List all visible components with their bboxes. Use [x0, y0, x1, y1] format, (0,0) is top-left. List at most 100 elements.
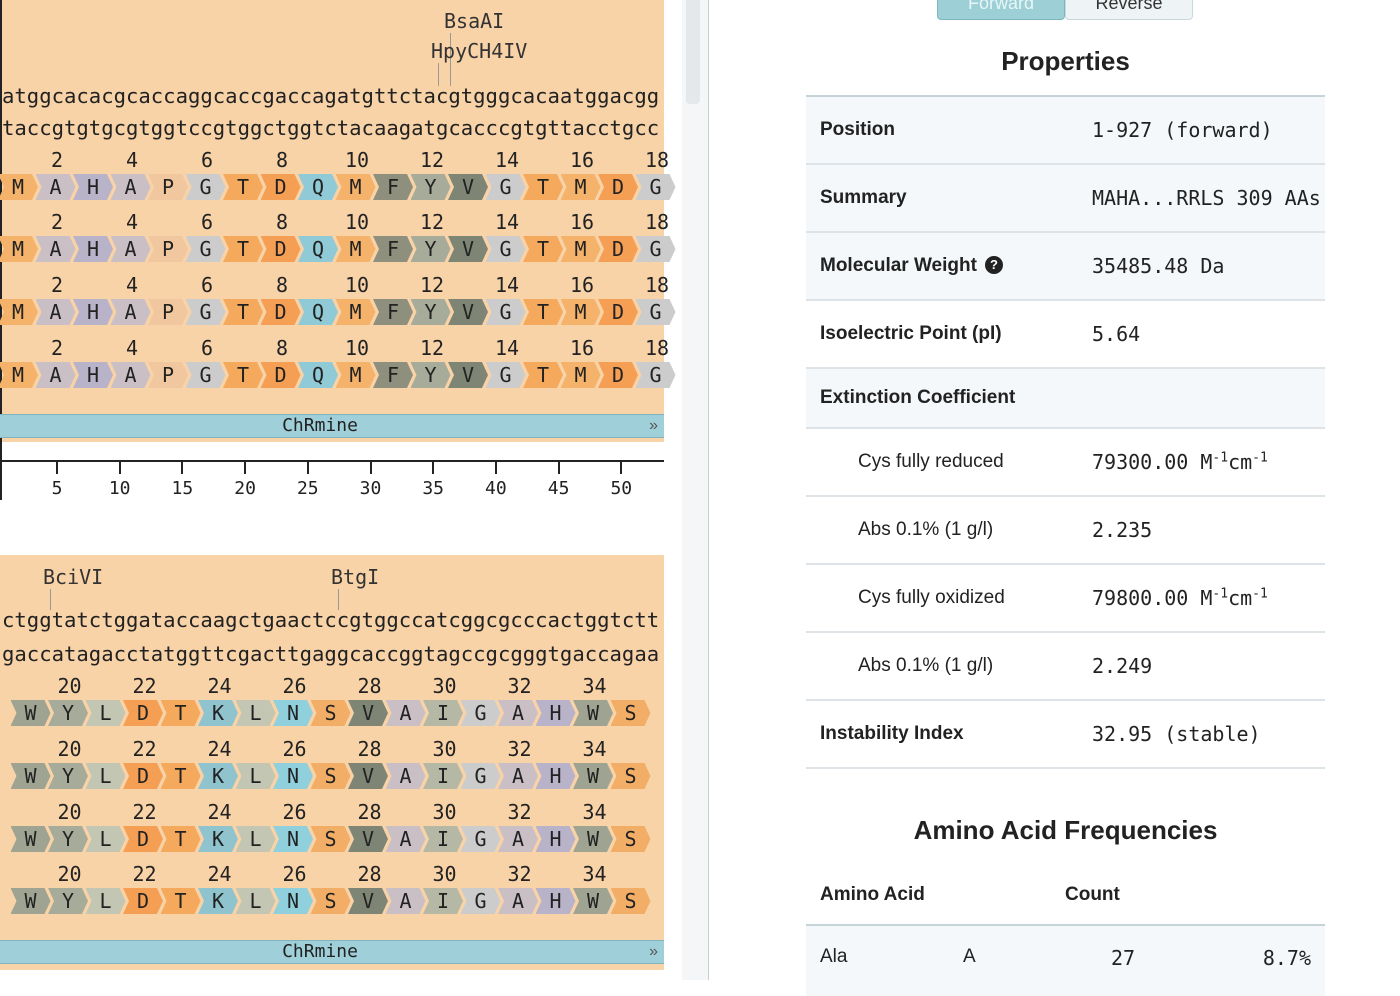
amino-acid[interactable]: T — [223, 299, 263, 325]
amino-acid[interactable]: S — [310, 700, 351, 726]
amino-acid[interactable]: P — [148, 174, 188, 200]
amino-acid[interactable]: A — [35, 174, 76, 200]
amino-acid[interactable]: S — [610, 700, 651, 726]
amino-acid[interactable]: T — [160, 888, 201, 914]
amino-acid[interactable]: L — [85, 888, 126, 914]
amino-acid[interactable]: A — [498, 763, 538, 789]
amino-acid[interactable]: T — [160, 763, 201, 789]
amino-acid[interactable]: G — [635, 299, 676, 325]
amino-acid[interactable]: T — [223, 362, 263, 388]
amino-acid[interactable]: A — [385, 826, 426, 852]
amino-acid[interactable]: G — [485, 362, 526, 388]
amino-acid[interactable]: D — [123, 888, 163, 914]
amino-acid[interactable]: M — [0, 236, 38, 262]
amino-acid[interactable]: G — [460, 763, 501, 789]
amino-acid[interactable]: D — [598, 362, 638, 388]
amino-acid[interactable]: G — [185, 362, 226, 388]
dna-reverse-strand[interactable]: taccgtgtgcgtggtccgtggctggtctacaagatgcacc… — [2, 116, 660, 140]
amino-acid[interactable]: D — [260, 362, 301, 388]
amino-acid[interactable]: W — [573, 763, 613, 789]
amino-acid[interactable]: V — [348, 700, 388, 726]
amino-acid[interactable]: G — [635, 362, 676, 388]
dna-forward-strand[interactable]: atggcacacgcaccaggcaccgaccagatgttctacgtgg… — [2, 84, 660, 108]
amino-acid[interactable]: A — [385, 700, 426, 726]
amino-acid[interactable]: A — [35, 236, 76, 262]
amino-acid[interactable]: Y — [410, 236, 451, 262]
amino-acid[interactable]: G — [460, 826, 501, 852]
amino-acid[interactable]: K — [198, 763, 238, 789]
amino-acid[interactable]: G — [185, 236, 226, 262]
amino-acid[interactable]: D — [260, 174, 301, 200]
amino-acid[interactable]: D — [598, 299, 638, 325]
amino-acid[interactable]: S — [310, 826, 351, 852]
amino-acid[interactable]: G — [185, 174, 226, 200]
amino-acid[interactable]: G — [185, 299, 226, 325]
amino-acid[interactable]: M — [560, 362, 601, 388]
amino-acid[interactable]: N — [273, 826, 313, 852]
amino-acid[interactable]: L — [85, 700, 126, 726]
amino-acid[interactable]: A — [110, 236, 151, 262]
amino-acid[interactable]: L — [235, 763, 276, 789]
amino-acid[interactable]: Q — [298, 236, 338, 262]
tab-forward[interactable]: Forward — [937, 0, 1065, 20]
amino-acid[interactable]: D — [598, 174, 638, 200]
amino-acid[interactable]: D — [123, 826, 163, 852]
dna-reverse-strand[interactable]: gaccatagacctatggttcgacttgaggcaccggtagccg… — [2, 642, 660, 666]
amino-acid[interactable]: Q — [298, 174, 338, 200]
sequence-viewer[interactable]: 5 10 15 20 25 30 35 40 45 50 BsaAI HpyCH4IV atggcac… — [0, 0, 682, 980]
amino-acid[interactable]: G — [485, 299, 526, 325]
amino-acid[interactable]: D — [260, 236, 301, 262]
amino-acid[interactable]: W — [10, 888, 51, 914]
feature-annotation[interactable]: ChRmine » — [0, 940, 664, 964]
amino-acid[interactable]: D — [260, 299, 301, 325]
amino-acid[interactable]: L — [85, 826, 126, 852]
amino-acid[interactable]: F — [373, 236, 413, 262]
amino-acid[interactable]: A — [110, 174, 151, 200]
enzyme-label[interactable]: BsaAI — [444, 9, 505, 33]
amino-acid[interactable]: K — [198, 826, 238, 852]
amino-acid[interactable]: M — [560, 299, 601, 325]
amino-acid[interactable]: A — [35, 299, 76, 325]
amino-acid[interactable]: V — [448, 362, 488, 388]
amino-acid[interactable]: M — [335, 299, 376, 325]
amino-acid[interactable]: L — [235, 700, 276, 726]
amino-acid[interactable]: A — [498, 826, 538, 852]
amino-acid[interactable]: L — [235, 888, 276, 914]
amino-acid[interactable]: I — [423, 763, 463, 789]
amino-acid[interactable]: Y — [410, 362, 451, 388]
amino-acid[interactable]: W — [573, 700, 613, 726]
amino-acid[interactable]: H — [535, 826, 576, 852]
amino-acid[interactable]: W — [10, 700, 51, 726]
amino-acid[interactable]: T — [523, 299, 563, 325]
amino-acid[interactable]: Y — [410, 299, 451, 325]
amino-acid[interactable]: F — [373, 299, 413, 325]
amino-acid[interactable]: V — [348, 763, 388, 789]
col-count[interactable]: Count — [1051, 866, 1325, 926]
enzyme-label[interactable]: HpyCH4IV — [431, 39, 528, 63]
amino-acid[interactable]: N — [273, 888, 313, 914]
amino-acid[interactable]: G — [460, 888, 501, 914]
amino-acid[interactable]: H — [535, 700, 576, 726]
dna-forward-strand[interactable]: ctggtatctggataccaagctgaactccgtggccatcggc… — [2, 608, 660, 632]
amino-acid[interactable]: L — [85, 763, 126, 789]
amino-acid[interactable]: G — [635, 174, 676, 200]
amino-acid[interactable]: M — [560, 174, 601, 200]
amino-acid[interactable]: M — [335, 236, 376, 262]
amino-acid[interactable]: L — [235, 826, 276, 852]
amino-acid[interactable]: H — [535, 763, 576, 789]
tab-reverse[interactable]: Reverse — [1065, 0, 1193, 20]
amino-acid[interactable]: G — [635, 236, 676, 262]
amino-acid[interactable]: M — [0, 362, 38, 388]
amino-acid[interactable]: N — [273, 763, 313, 789]
amino-acid[interactable]: M — [0, 174, 38, 200]
amino-acid[interactable]: A — [385, 888, 426, 914]
amino-acid[interactable]: D — [598, 236, 638, 262]
amino-acid[interactable]: T — [523, 236, 563, 262]
amino-acid[interactable]: H — [73, 362, 113, 388]
amino-acid[interactable]: P — [148, 362, 188, 388]
